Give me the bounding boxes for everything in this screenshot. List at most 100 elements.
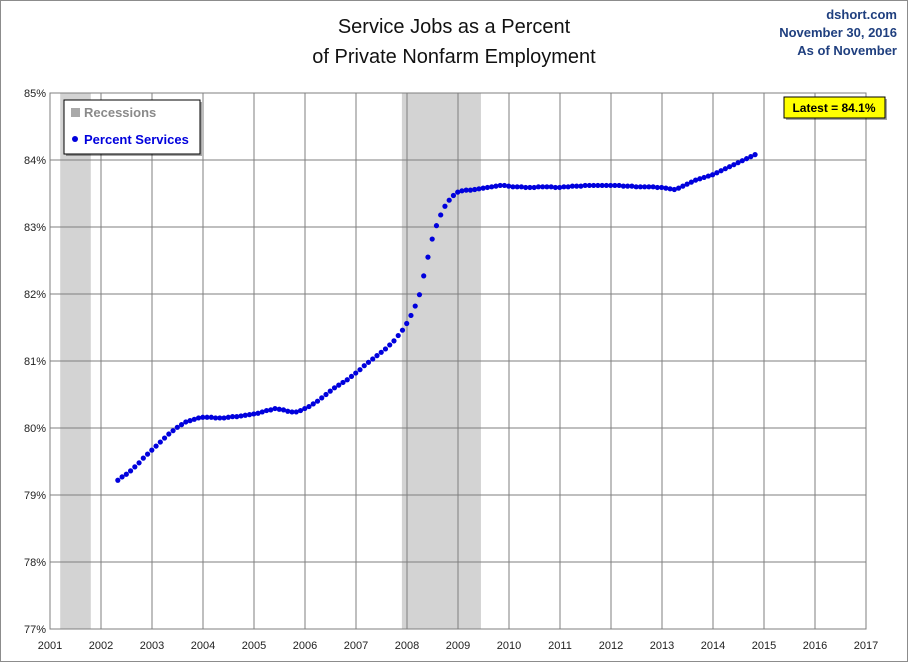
data-point: [531, 184, 537, 191]
legend-recessions-label: Recessions: [84, 105, 156, 120]
data-point: [115, 477, 121, 483]
data-point: [166, 431, 172, 437]
data-point: [416, 292, 423, 298]
data-point: [612, 182, 618, 189]
data-point: [701, 174, 707, 181]
y-tick-label: 85%: [24, 88, 46, 100]
data-point: [578, 183, 584, 189]
data-point: [467, 187, 474, 193]
data-point: [620, 183, 626, 189]
data-point: [387, 342, 393, 348]
data-point: [722, 166, 728, 172]
y-tick-label: 82%: [24, 289, 46, 301]
y-tick-label: 83%: [24, 222, 46, 234]
data-point: [323, 391, 329, 398]
data-point: [561, 184, 567, 190]
data-point: [157, 439, 163, 445]
data-point: [480, 185, 486, 191]
data-point: [518, 184, 525, 190]
x-tick-label: 2015: [752, 640, 776, 652]
y-axis-ticks: 77% 78% 79% 80% 81% 82% 83% 84% 85%: [24, 88, 46, 636]
data-point: [629, 183, 635, 189]
publish-date: November 30, 2016: [779, 25, 897, 40]
x-tick-label: 2010: [497, 640, 521, 652]
data-point: [285, 408, 291, 414]
legend: Recessions Percent Services: [63, 99, 202, 156]
data-point: [242, 412, 248, 418]
x-tick-label: 2011: [548, 640, 572, 652]
data-point: [493, 183, 499, 189]
data-point: [357, 367, 363, 373]
y-tick-label: 78%: [24, 557, 46, 569]
data-point: [667, 186, 673, 192]
data-point: [132, 464, 138, 470]
data-point: [153, 443, 159, 449]
data-point: [149, 447, 155, 453]
data-point: [642, 184, 648, 190]
data-point: [455, 189, 461, 195]
data-point: [429, 236, 435, 242]
data-point: [637, 184, 643, 190]
data-point: [582, 182, 588, 189]
data-point: [217, 415, 223, 421]
x-tick-label: 2013: [650, 640, 674, 652]
data-point: [408, 312, 414, 319]
data-point: [310, 401, 316, 407]
data-point: [370, 356, 376, 362]
x-tick-label: 2002: [89, 640, 113, 652]
x-tick-label: 2004: [191, 640, 215, 652]
data-point: [731, 162, 737, 168]
data-point: [489, 184, 495, 190]
data-point: [399, 327, 406, 333]
data-point: [268, 407, 274, 413]
data-point: [680, 183, 686, 189]
data-point: [633, 184, 639, 190]
series-legend-marker: [72, 136, 78, 142]
chart-title-line2: of Private Nonfarm Employment: [312, 46, 596, 68]
data-point: [195, 415, 202, 421]
data-point: [348, 373, 355, 380]
data-point: [127, 468, 134, 474]
data-point: [552, 184, 559, 191]
data-point: [365, 359, 372, 365]
data-point: [404, 320, 410, 327]
series-points: [115, 152, 758, 483]
data-point: [361, 363, 367, 369]
data-point: [374, 353, 380, 359]
data-point: [378, 349, 384, 355]
data-point: [382, 346, 389, 352]
data-point: [293, 409, 299, 415]
x-tick-label: 2003: [140, 640, 164, 652]
data-point: [501, 182, 508, 189]
data-point: [229, 414, 236, 420]
data-point: [353, 370, 359, 376]
source-credit: dshort.com: [826, 7, 897, 22]
data-point: [421, 273, 427, 279]
data-point: [523, 184, 529, 191]
data-point: [412, 303, 418, 309]
x-tick-label: 2008: [395, 640, 419, 652]
data-point: [391, 338, 397, 344]
data-point: [183, 419, 189, 425]
x-tick-label: 2001: [38, 640, 62, 652]
data-point: [659, 184, 665, 191]
data-point: [595, 182, 601, 189]
as-of-note: As of November: [797, 43, 897, 58]
data-point: [289, 409, 295, 415]
data-point: [263, 407, 270, 414]
data-point: [178, 422, 185, 428]
data-point: [650, 184, 656, 190]
data-point: [246, 412, 253, 418]
data-point: [276, 406, 282, 412]
data-point: [344, 377, 350, 383]
data-point: [319, 395, 325, 401]
data-point: [616, 182, 622, 189]
data-point: [255, 410, 261, 416]
data-point: [752, 152, 758, 158]
x-axis-ticks: 2001 2002 2003 2004 2005 2006 2007 2008 2009 2010…: [38, 640, 878, 652]
data-point: [574, 183, 580, 189]
data-point: [735, 160, 741, 166]
data-point: [608, 182, 614, 189]
